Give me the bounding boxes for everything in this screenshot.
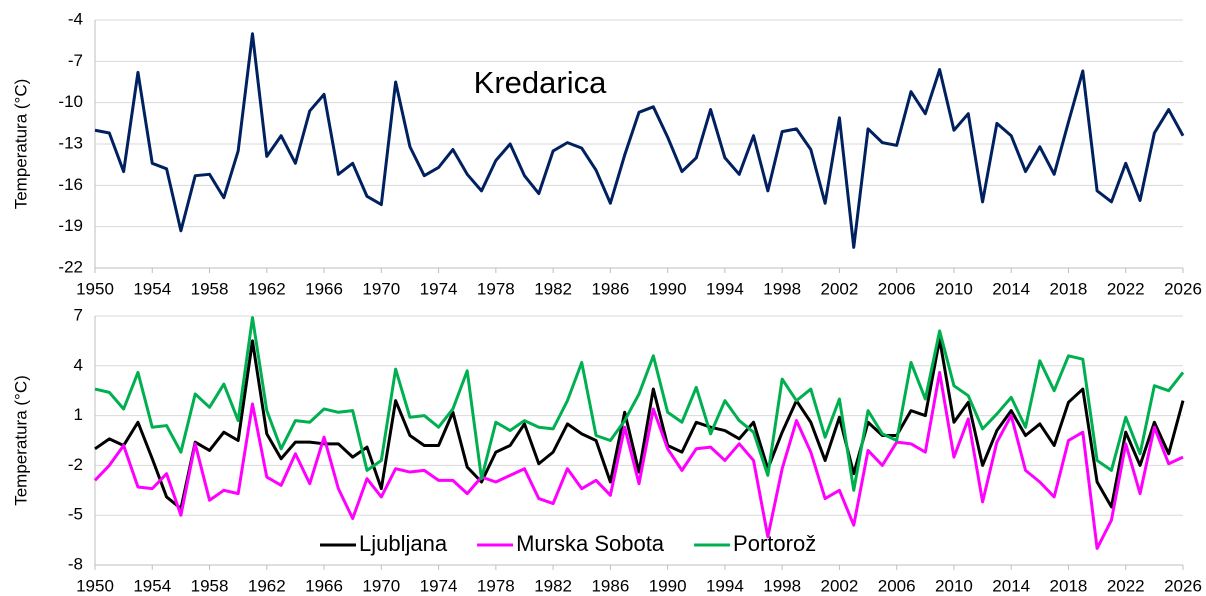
x-tick-label: 1978	[477, 576, 515, 595]
x-tick-label: 2006	[878, 279, 916, 298]
y-tick-label: 1	[74, 405, 83, 424]
x-tick-label: 1950	[76, 576, 114, 595]
x-tick-label: 2026	[1164, 279, 1202, 298]
x-tick-label: 1970	[362, 279, 400, 298]
x-tick-label: 1986	[591, 279, 629, 298]
y-tick-label: -5	[68, 505, 83, 524]
x-tick-label: 2002	[821, 576, 859, 595]
x-tick-label: 1966	[305, 279, 343, 298]
legend-label: Ljubljana	[359, 531, 448, 556]
x-tick-label: 1990	[649, 576, 687, 595]
x-tick-label: 1974	[420, 576, 458, 595]
x-tick-label: 2002	[821, 279, 859, 298]
y-tick-label: -19	[58, 216, 83, 235]
series-line	[94, 32, 1185, 249]
x-tick-label: 1982	[534, 279, 572, 298]
legend-label: Murska Sobota	[516, 531, 665, 556]
x-tick-label: 1966	[305, 576, 343, 595]
series-line	[93, 370, 1184, 550]
x-tick-label: 1994	[706, 279, 744, 298]
y-tick-label: -13	[58, 133, 83, 152]
legend: Ljubljana Murska Sobota Portorož	[320, 531, 816, 556]
subplot: -22 -19 -16 -13 -10 -7 -4 1950 1954 1958 1962 1966 1…	[11, 9, 1201, 298]
y-tick-label: -22	[58, 257, 83, 276]
y-axis-label: Temperatura (°C)	[11, 79, 30, 210]
x-tick-label: 1954	[133, 279, 171, 298]
x-tick-label: 2006	[878, 576, 916, 595]
x-tick-label: 2022	[1107, 576, 1145, 595]
x-tick-label: 2022	[1107, 279, 1145, 298]
x-tick-label: 1978	[477, 279, 515, 298]
x-tick-label: 1950	[76, 279, 114, 298]
y-tick-label: 7	[74, 305, 83, 324]
x-tick-label: 2010	[935, 279, 973, 298]
x-tick-label: 1998	[763, 576, 801, 595]
y-tick-label: -8	[68, 554, 83, 573]
x-tick-label: 2014	[992, 279, 1030, 298]
x-tick-label: 1974	[420, 279, 458, 298]
x-tick-label: 1958	[191, 279, 229, 298]
y-tick-label: -7	[68, 51, 83, 70]
y-tick-label: -4	[68, 9, 83, 28]
y-tick-label: -16	[58, 175, 83, 194]
legend-label: Portorož	[733, 531, 816, 556]
x-tick-label: 2010	[935, 576, 973, 595]
x-tick-label: 1994	[706, 576, 744, 595]
x-tick-label: 2018	[1050, 576, 1088, 595]
y-axis-label: Temperatura (°C)	[11, 375, 30, 506]
x-tick-label: 1982	[534, 576, 572, 595]
y-tick-label: 4	[74, 355, 83, 374]
x-tick-label: 1998	[763, 279, 801, 298]
x-tick-label: 2014	[992, 576, 1030, 595]
annotation: Kredarica	[474, 65, 607, 100]
x-tick-label: 1954	[133, 576, 171, 595]
subplot: -8 -5 -2 1 4 7 1950 1954 1958 1962 1966 1970 1974 197…	[11, 305, 1201, 595]
x-tick-label: 2018	[1050, 279, 1088, 298]
x-tick-label: 1962	[248, 279, 286, 298]
x-tick-label: 1958	[191, 576, 229, 595]
series-line	[94, 316, 1185, 492]
series-line	[94, 337, 1185, 511]
x-tick-label: 2026	[1164, 576, 1202, 595]
x-tick-label: 1986	[591, 576, 629, 595]
x-tick-label: 1962	[248, 576, 286, 595]
x-tick-label: 1990	[649, 279, 687, 298]
y-tick-label: -2	[68, 455, 83, 474]
x-tick-label: 1970	[362, 576, 400, 595]
y-tick-label: -10	[58, 92, 83, 111]
